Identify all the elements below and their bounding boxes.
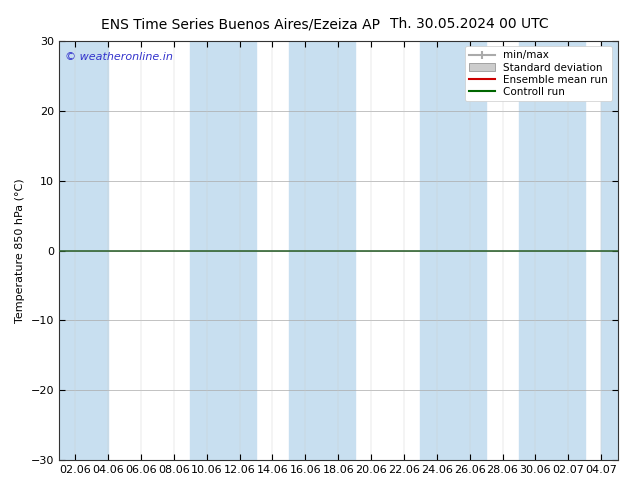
Y-axis label: Temperature 850 hPa (°C): Temperature 850 hPa (°C) [15,178,25,323]
Bar [42,41,108,460]
Bar [519,41,585,460]
Bar [601,41,634,460]
Text: Th. 30.05.2024 00 UTC: Th. 30.05.2024 00 UTC [390,17,548,31]
Bar [190,41,256,460]
Legend: min/max, Standard deviation, Ensemble mean run, Controll run: min/max, Standard deviation, Ensemble me… [465,46,612,101]
Bar [420,41,486,460]
Text: ENS Time Series Buenos Aires/Ezeiza AP: ENS Time Series Buenos Aires/Ezeiza AP [101,17,380,31]
Bar [289,41,354,460]
Text: © weatheronline.in: © weatheronline.in [65,51,172,62]
